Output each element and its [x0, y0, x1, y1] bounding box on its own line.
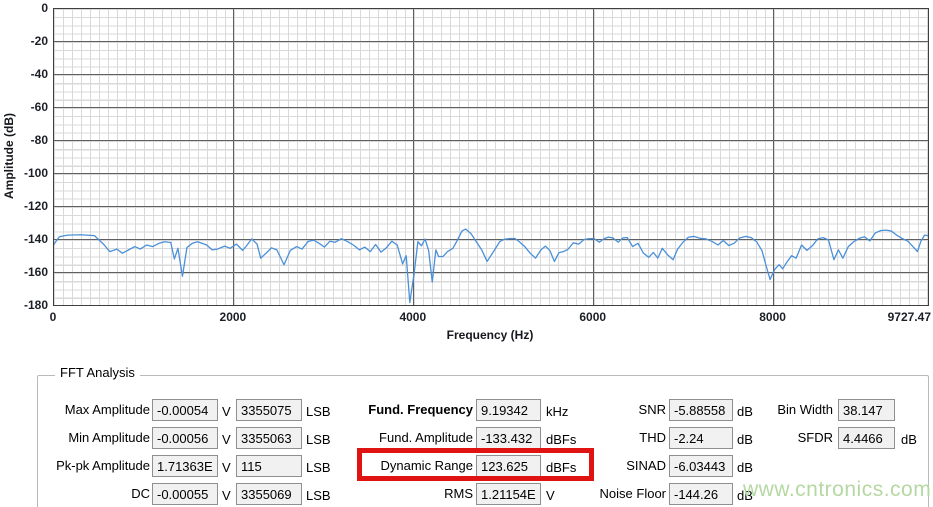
spectrum-trace [54, 228, 928, 304]
unit-label: dB [737, 432, 753, 447]
unit-label: LSB [306, 488, 331, 503]
unit-label: LSB [306, 460, 331, 475]
value-box[interactable]: -133.432 [476, 427, 541, 449]
unit-label: dB [737, 488, 753, 503]
x-tick-label: 8000 [759, 310, 786, 324]
unit-label: dB [901, 432, 917, 447]
value-box[interactable]: -144.26 [669, 483, 733, 505]
x-axis-title: Frequency (Hz) [446, 328, 534, 342]
field-label: SINAD [626, 458, 666, 473]
value-box[interactable]: -2.24 [669, 427, 733, 449]
field-label: SNR [638, 402, 666, 417]
unit-label: LSB [306, 404, 331, 419]
y-tick-label: -40 [30, 67, 48, 81]
field-label: Min Amplitude [68, 430, 150, 445]
field-label: Dynamic Range [380, 458, 474, 473]
y-axis-title: Amplitude (dB) [2, 113, 16, 199]
fft-analysis-title: FFT Analysis [55, 365, 140, 380]
y-tick-label: -140 [23, 232, 48, 246]
y-tick-label: -180 [23, 298, 48, 312]
unit-label: V [222, 460, 231, 475]
value-box[interactable]: 3355063 [236, 427, 302, 449]
value-box[interactable]: -6.03443 [669, 455, 733, 477]
field-label: Fund. Amplitude [379, 430, 473, 445]
unit-label: V [222, 404, 231, 419]
y-tick-label: -160 [23, 265, 48, 279]
unit-label: dB [737, 460, 753, 475]
field-label: Max Amplitude [64, 402, 150, 417]
value-box[interactable]: 3355069 [236, 483, 302, 505]
value-box[interactable]: 3355075 [236, 399, 302, 421]
value-box[interactable]: 115 [236, 455, 302, 477]
x-tick-label: 4000 [399, 310, 427, 324]
field-label: THD [639, 430, 666, 445]
unit-label: V [222, 432, 231, 447]
field-label: Fund. Frequency [368, 402, 473, 417]
y-tick-label: -20 [30, 34, 48, 48]
field-label: Pk-pk Amplitude [56, 458, 150, 473]
unit-label: dBFs [546, 432, 577, 447]
y-tick-label: 0 [41, 1, 48, 15]
y-tick-label: -100 [23, 166, 48, 180]
field-label: Bin Width [777, 402, 833, 417]
unit-label: LSB [306, 432, 331, 447]
unit-label: kHz [546, 404, 569, 419]
field-label: Noise Floor [599, 486, 666, 501]
y-tick-label: -60 [30, 100, 48, 114]
spectrum-line [54, 228, 928, 304]
value-box[interactable]: -5.88558 [669, 399, 733, 421]
value-box[interactable]: 123.625 [476, 455, 541, 477]
value-box[interactable]: -0.00054 [152, 399, 218, 421]
unit-label: V [222, 488, 231, 503]
unit-label: dBFs [546, 460, 577, 475]
value-box[interactable]: -0.00056 [152, 427, 218, 449]
unit-label: dB [737, 404, 753, 419]
x-tick-label: 9727.47 [887, 310, 931, 324]
x-tick-label: 6000 [579, 310, 607, 324]
x-tick-label: 0 [49, 310, 57, 324]
y-tick-label: -80 [30, 133, 48, 147]
field-label: DC [131, 486, 150, 501]
value-box[interactable]: 1.71363E [152, 455, 218, 477]
value-box[interactable]: 9.19342 [476, 399, 541, 421]
fft-analysis-groupbox [37, 375, 929, 507]
value-box[interactable]: -0.00055 [152, 483, 218, 505]
x-tick-label: 2000 [219, 310, 247, 324]
field-label: SFDR [797, 430, 833, 445]
field-label: RMS [444, 486, 473, 501]
value-box[interactable]: 1.21154E [476, 483, 541, 505]
value-box[interactable]: 38.147 [838, 399, 895, 421]
y-tick-label: -120 [23, 199, 48, 213]
value-box[interactable]: 4.4466 [838, 427, 895, 449]
unit-label: V [546, 488, 555, 503]
watermark-text: www.cntronics.com [743, 478, 932, 501]
